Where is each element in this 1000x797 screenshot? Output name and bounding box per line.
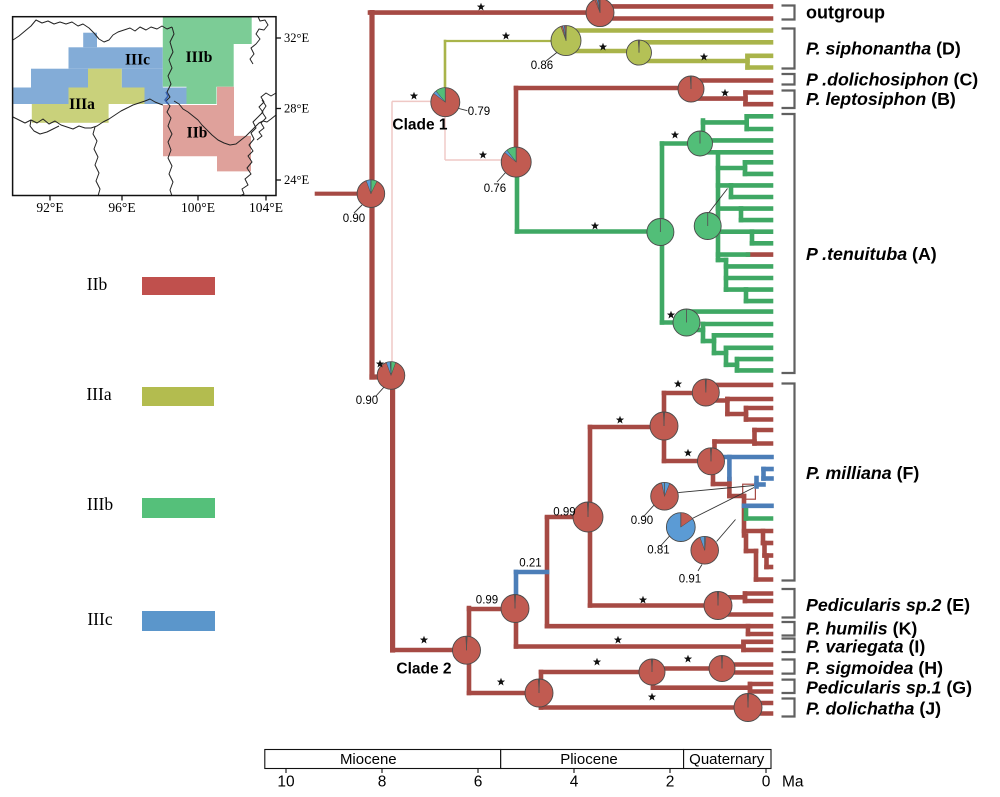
svg-text:IIIa: IIIa (69, 96, 95, 113)
svg-text:P. variegata (I): P. variegata (I) (806, 637, 925, 657)
svg-text:0.79: 0.79 (468, 106, 490, 118)
svg-text:IIIb: IIIb (186, 49, 213, 66)
svg-text:Pedicularis sp.1 (G): Pedicularis sp.1 (G) (806, 678, 972, 698)
svg-text:P. milliana (F): P. milliana (F) (806, 463, 919, 483)
svg-text:IIIa: IIIa (86, 384, 111, 404)
svg-text:Miocene: Miocene (340, 751, 397, 768)
svg-text:8: 8 (378, 774, 387, 791)
svg-text:Clade 1: Clade 1 (392, 117, 448, 134)
svg-text:104°E: 104°E (249, 200, 283, 215)
svg-text:P. humilis (K): P. humilis (K) (806, 619, 917, 639)
svg-text:100°E: 100°E (181, 200, 215, 215)
svg-text:0.90: 0.90 (356, 395, 378, 407)
svg-text:IIb: IIb (187, 125, 208, 142)
svg-text:IIb: IIb (87, 274, 108, 294)
svg-text:24°E: 24°E (284, 173, 309, 187)
svg-text:Clade 2: Clade 2 (396, 661, 451, 678)
svg-text:92°E: 92°E (36, 200, 63, 215)
svg-text:Pliocene: Pliocene (560, 751, 618, 768)
svg-text:P. siphonantha (D): P. siphonantha (D) (806, 39, 961, 59)
svg-text:P. dolichatha (J): P. dolichatha (J) (806, 698, 941, 718)
svg-text:outgroup: outgroup (806, 3, 885, 23)
svg-text:Ma: Ma (782, 774, 804, 791)
svg-text:IIIc: IIIc (125, 52, 150, 69)
svg-text:32°E: 32°E (284, 31, 309, 45)
svg-text:IIIc: IIIc (87, 609, 112, 629)
svg-text:IIIb: IIIb (87, 494, 113, 514)
svg-text:0.99: 0.99 (553, 507, 575, 519)
svg-text:0.81: 0.81 (647, 545, 669, 557)
svg-text:0.90: 0.90 (631, 515, 653, 527)
svg-text:28°E: 28°E (284, 102, 309, 116)
svg-text:0.76: 0.76 (484, 183, 506, 195)
svg-text:P .tenuituba (A): P .tenuituba (A) (806, 244, 937, 264)
svg-text:6: 6 (474, 774, 483, 791)
svg-text:0: 0 (762, 774, 771, 791)
svg-text:0.90: 0.90 (343, 213, 365, 225)
svg-text:2: 2 (666, 774, 675, 791)
svg-text:0.86: 0.86 (531, 60, 553, 72)
svg-text:P. leptosiphon (B): P. leptosiphon (B) (806, 89, 956, 109)
svg-text:P .dolichosiphon (C): P .dolichosiphon (C) (806, 70, 978, 90)
svg-text:Quaternary: Quaternary (689, 751, 765, 768)
svg-text:4: 4 (570, 774, 579, 791)
svg-text:P. sigmoidea (H): P. sigmoidea (H) (806, 658, 943, 678)
svg-text:10: 10 (277, 774, 295, 791)
svg-text:0.99: 0.99 (476, 594, 498, 606)
svg-text:Pedicularis sp.2 (E): Pedicularis sp.2 (E) (806, 595, 970, 615)
svg-text:0.21: 0.21 (519, 558, 541, 570)
svg-text:0.91: 0.91 (679, 574, 701, 586)
svg-text:96°E: 96°E (108, 200, 135, 215)
